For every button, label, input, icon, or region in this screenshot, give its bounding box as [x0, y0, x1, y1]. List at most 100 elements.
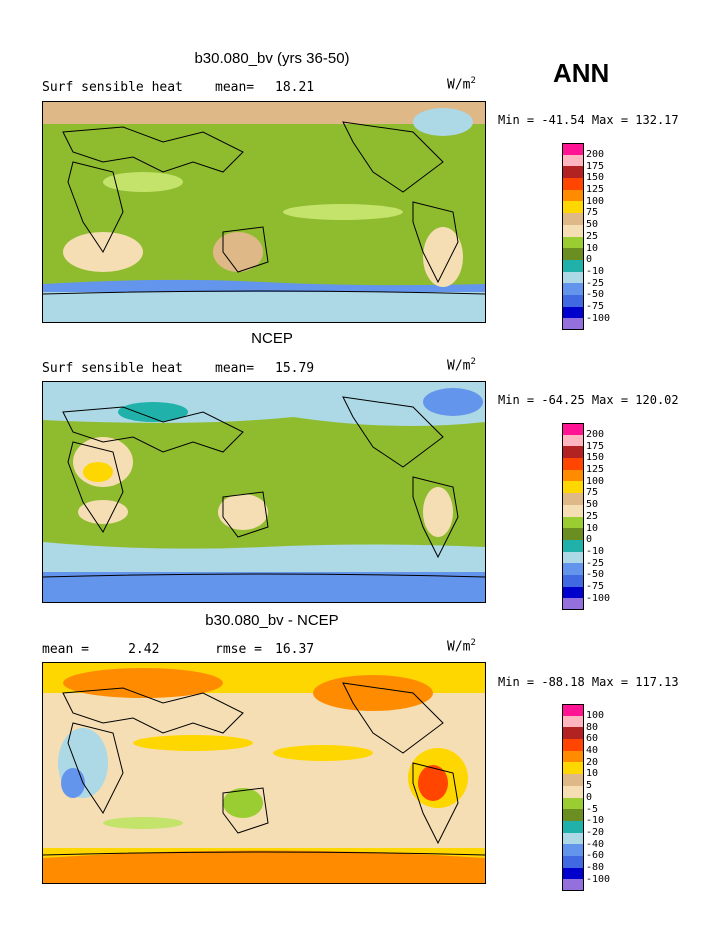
legend-entry: -100 — [562, 306, 642, 324]
legend-swatch — [562, 166, 584, 179]
legend-label: 175 — [586, 160, 605, 172]
panel-2-units: W/m2 — [447, 357, 476, 374]
legend-swatch — [562, 224, 584, 237]
legend-label: -25 — [586, 277, 605, 289]
legend-entry: 100 — [562, 704, 642, 721]
legend-entry: 175 — [562, 154, 642, 172]
panel-1-title: b30.080_bv (yrs 36-50) — [194, 50, 350, 67]
legend-swatch — [562, 879, 584, 891]
panel-3-mean: mean = 2.42 — [42, 642, 160, 657]
legend-label: -25 — [586, 557, 605, 569]
legend-entry: 0 — [562, 248, 642, 265]
legend-entry: -10 — [562, 259, 642, 277]
legend-label: 125 — [586, 184, 605, 196]
panel-3-rmse-label: rmse = — [215, 642, 262, 657]
legend-entry: 10 — [562, 236, 642, 254]
legend-swatch — [562, 504, 584, 517]
legend-entry: -50 — [562, 563, 642, 580]
legend-entry: 125 — [562, 458, 642, 475]
legend-label: -40 — [586, 838, 605, 850]
legend-entry: 80 — [562, 715, 642, 733]
legend-entry — [562, 318, 642, 330]
legend-entry: 0 — [562, 528, 642, 545]
legend-entry: -100 — [562, 586, 642, 604]
legend-entry: 25 — [562, 504, 642, 522]
legend-label: 80 — [586, 721, 599, 733]
legend-swatch — [562, 551, 584, 564]
legend-entry: 10 — [562, 516, 642, 534]
legend-entry: -10 — [562, 539, 642, 557]
legend-swatch — [562, 143, 584, 155]
panel-3-units: W/m2 — [447, 638, 476, 655]
panel-1-legend-rows: 200 175 150 125 100 75 50 25 10 0 -10 -25 -50 -75 -100 — [562, 143, 642, 330]
legend-swatch — [562, 563, 584, 575]
legend-swatch — [562, 306, 584, 319]
legend-entry: 125 — [562, 178, 642, 195]
legend-label: 0 — [586, 254, 593, 266]
legend-entry: 0 — [562, 785, 642, 803]
legend-label: 75 — [586, 487, 599, 499]
legend-entry: 200 — [562, 423, 642, 440]
legend-swatch — [562, 458, 584, 470]
legend-swatch — [562, 539, 584, 552]
legend-label: 100 — [586, 195, 605, 207]
legend-label: 10 — [586, 768, 599, 780]
legend-swatch — [562, 236, 584, 249]
legend-label: 125 — [586, 464, 605, 476]
legend-label: 20 — [586, 756, 599, 768]
panel-2-mean-value: 15.79 — [275, 361, 315, 376]
legend-entry: 5 — [562, 774, 642, 791]
legend-label: -100 — [586, 312, 611, 324]
panel-1-mean-label: mean= — [215, 80, 255, 95]
panel-3-legend-rows: 100 80 60 40 20 10 5 0 -5 -10 -20 -40 -60 -80 -100 — [562, 704, 642, 891]
legend-label: 100 — [586, 475, 605, 487]
legend-entry: 10 — [562, 762, 642, 779]
season-label: ANN — [553, 58, 610, 88]
legend-swatch — [562, 844, 584, 856]
legend-entry: 150 — [562, 446, 642, 463]
legend-entry — [562, 598, 642, 610]
panel-3-map — [42, 662, 486, 884]
legend-swatch — [562, 283, 584, 295]
legend-swatch — [562, 750, 584, 763]
legend-entry: 150 — [562, 166, 642, 183]
legend-entry: -25 — [562, 271, 642, 289]
legend-swatch — [562, 423, 584, 435]
legend-label: 0 — [586, 534, 593, 546]
legend-swatch — [562, 762, 584, 775]
legend-label: 75 — [586, 207, 599, 219]
legend-swatch — [562, 434, 584, 447]
legend-entry: -10 — [562, 809, 642, 826]
panel-1-units: W/m2 — [447, 76, 476, 93]
legend-label: -20 — [586, 826, 605, 838]
panel-3-title: b30.080_bv - NCEP — [205, 612, 339, 629]
panel-2-map — [42, 381, 486, 603]
legend-label: 40 — [586, 745, 599, 757]
legend-swatch — [562, 598, 584, 610]
legend-entry: -20 — [562, 820, 642, 838]
panel-2-title: NCEP — [251, 330, 293, 347]
legend-swatch — [562, 271, 584, 284]
legend-swatch — [562, 727, 584, 740]
legend-swatch — [562, 586, 584, 599]
panel-3-minmax: Min = -88.18 Max = 117.13 — [498, 675, 679, 689]
legend-label: -75 — [586, 300, 605, 312]
legend-label: 100 — [586, 710, 605, 721]
legend-entry: 175 — [562, 434, 642, 452]
legend-swatch — [562, 867, 584, 880]
panel-3-legend: 100 80 60 40 20 10 5 0 -5 -10 -20 -40 -60 -80 -100 — [562, 704, 642, 891]
legend-entry: 50 — [562, 213, 642, 230]
legend-swatch — [562, 294, 584, 307]
legend-label: -10 — [586, 545, 605, 557]
legend-swatch — [562, 797, 584, 810]
legend-swatch — [562, 178, 584, 190]
panel-2-legend-rows: 200 175 150 125 100 75 50 25 10 0 -10 -25 -50 -75 -100 — [562, 423, 642, 610]
legend-entry: 75 — [562, 201, 642, 218]
legend-label: -50 — [586, 569, 605, 581]
legend-swatch — [562, 213, 584, 225]
legend-swatch — [562, 481, 584, 494]
legend-swatch — [562, 809, 584, 821]
legend-entry: 60 — [562, 727, 642, 744]
panel-3-rmse-value: 16.37 — [275, 642, 315, 657]
legend-label: -75 — [586, 580, 605, 592]
